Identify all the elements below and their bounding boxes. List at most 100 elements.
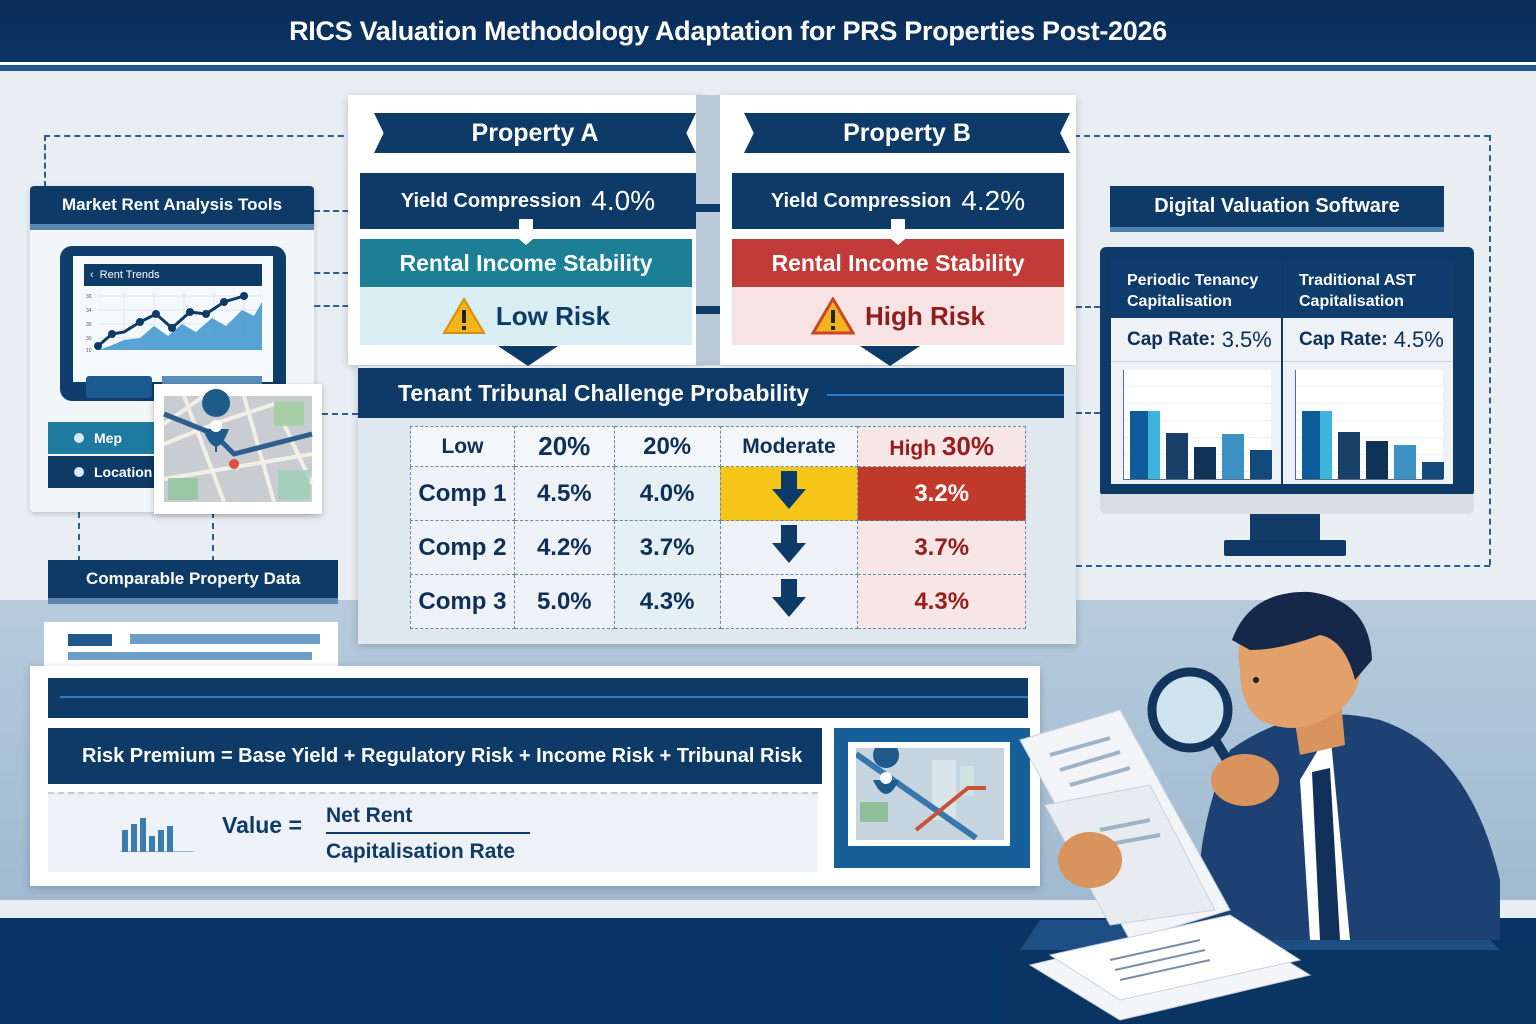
bar-chart bbox=[1295, 370, 1444, 480]
title-line: Capitalisation bbox=[1299, 293, 1404, 310]
cap-rate-label: Cap Rate: bbox=[1299, 328, 1388, 350]
cap-rate-value: 3.5% bbox=[1221, 326, 1272, 352]
bar-chart bbox=[1123, 370, 1272, 480]
bar bbox=[1422, 462, 1444, 479]
header-divider bbox=[0, 62, 1536, 65]
yield-value: 4.2% bbox=[961, 185, 1026, 216]
rent-trends-title: Rent Trends bbox=[99, 269, 160, 281]
table-cell: 4.2% bbox=[513, 520, 615, 575]
bar-chart-icon bbox=[120, 818, 194, 852]
yield-value: 4.0% bbox=[591, 185, 656, 216]
column-header: 20% bbox=[513, 426, 615, 467]
monitor-base bbox=[1224, 540, 1346, 556]
connector-line bbox=[286, 272, 358, 274]
card-connector-tick bbox=[696, 204, 720, 212]
risk-premium-formula: Risk Premium = Base Yield + Regulatory R… bbox=[48, 728, 822, 784]
digital-valuation-title: Digital Valuation Software bbox=[1110, 186, 1444, 232]
panel-title: Periodic Tenancy Capitalisation bbox=[1111, 258, 1281, 318]
property-b-risk: High Risk bbox=[732, 287, 1064, 345]
dot-icon bbox=[74, 467, 84, 477]
property-b-yield: Yield Compression 4.2% bbox=[732, 173, 1064, 229]
bar bbox=[1250, 450, 1272, 479]
bar bbox=[1194, 447, 1216, 479]
map-button[interactable]: Mep bbox=[48, 422, 168, 454]
table-row: Comp 2 4.2% 3.7% 3.7% bbox=[410, 520, 1026, 575]
svg-text:30: 30 bbox=[86, 322, 92, 328]
map-button-label: Mep bbox=[94, 430, 122, 446]
value-label: Value = bbox=[222, 812, 302, 838]
table-cell bbox=[719, 520, 859, 575]
cap-rate-value: 4.5% bbox=[1393, 326, 1444, 352]
row-label: Comp 1 bbox=[410, 466, 515, 521]
table-cell: 3.2% bbox=[857, 466, 1026, 521]
page-title: RICS Valuation Methodology Adaptation fo… bbox=[289, 15, 1167, 46]
row-label: Comp 3 bbox=[410, 574, 515, 629]
panel-body: Cap Rate: 4.5% bbox=[1283, 318, 1453, 484]
svg-text:30: 30 bbox=[86, 294, 92, 300]
bar bbox=[1222, 434, 1244, 479]
high-label: High bbox=[889, 437, 937, 460]
monitor-stand bbox=[1250, 514, 1320, 544]
column-header: Moderate bbox=[719, 426, 859, 467]
location-button[interactable]: Location bbox=[48, 456, 168, 488]
table-cell: 5.0% bbox=[513, 574, 615, 629]
table-row: Comp 1 4.5% 4.0% 3.2% bbox=[410, 466, 1026, 521]
column-header-high: High 30% bbox=[857, 426, 1026, 467]
table-cell: 4.5% bbox=[513, 466, 615, 521]
property-a-stability: Rental Income Stability bbox=[360, 239, 692, 287]
table-row: Comp 3 5.0% 4.3% 4.3% bbox=[410, 574, 1026, 629]
fraction-denominator: Capitalisation Rate bbox=[326, 840, 516, 863]
map-pin-icon bbox=[74, 433, 84, 443]
placeholder-bar bbox=[130, 634, 320, 644]
warning-icon bbox=[442, 297, 486, 335]
down-arrow-icon bbox=[771, 525, 806, 563]
tribunal-header: Tenant Tribunal Challenge Probability bbox=[358, 368, 1064, 418]
valuer-illustration bbox=[1000, 591, 1536, 1024]
connector-line bbox=[44, 135, 354, 137]
table-cell bbox=[719, 574, 859, 629]
formula-header-band bbox=[48, 678, 1028, 718]
header-divider bbox=[0, 65, 1536, 71]
connector-line bbox=[1076, 412, 1100, 414]
property-a-risk: Low Risk bbox=[360, 287, 692, 345]
monitor-bezel bbox=[1100, 494, 1474, 514]
connector-line bbox=[78, 512, 80, 562]
row-label: Comp 2 bbox=[410, 520, 515, 575]
page-header: RICS Valuation Methodology Adaptation fo… bbox=[0, 0, 1536, 62]
table-header-row: Low 20% 20% Moderate High 30% bbox=[410, 426, 1026, 467]
cap-rate-label: Cap Rate: bbox=[1127, 328, 1216, 350]
value-fraction: Net Rent Capitalisation Rate bbox=[326, 804, 530, 864]
bar bbox=[1302, 411, 1332, 479]
property-a-card: Property A Yield Compression 4.0% Rental… bbox=[348, 95, 704, 365]
map-chart-thumbnail-image bbox=[856, 748, 1004, 840]
map-card[interactable] bbox=[154, 384, 322, 514]
table-cell: 4.3% bbox=[613, 574, 721, 629]
table-cell: 4.3% bbox=[857, 574, 1026, 629]
risk-label: Low Risk bbox=[495, 300, 611, 331]
connector-line bbox=[314, 210, 358, 212]
svg-text:30: 30 bbox=[86, 336, 92, 342]
card-connector bbox=[696, 95, 720, 365]
panel-title: Traditional AST Capitalisation bbox=[1283, 258, 1453, 318]
property-a-title: Property A bbox=[374, 113, 696, 153]
tribunal-table: Low 20% 20% Moderate High 30% Comp 1 4.5… bbox=[410, 426, 1026, 629]
down-arrow-icon bbox=[720, 219, 1076, 245]
down-arrow-icon bbox=[860, 346, 920, 366]
table-cell: 3.7% bbox=[857, 520, 1026, 575]
connector-line bbox=[212, 512, 214, 562]
bar bbox=[1338, 432, 1360, 479]
header-accent-line bbox=[827, 394, 1064, 396]
traditional-ast-panel: Traditional AST Capitalisation Cap Rate:… bbox=[1283, 258, 1453, 484]
connector-line bbox=[44, 135, 46, 187]
chevron-left-icon[interactable]: ‹ bbox=[90, 269, 94, 281]
tablet-menu-button[interactable] bbox=[86, 376, 152, 398]
bar bbox=[1130, 411, 1160, 479]
tribunal-title: Tenant Tribunal Challenge Probability bbox=[398, 379, 810, 406]
panel-body: Cap Rate: 3.5% bbox=[1111, 318, 1281, 484]
rent-trends-header[interactable]: ‹ Rent Trends bbox=[84, 264, 262, 286]
connector-line bbox=[322, 413, 358, 415]
property-b-title: Property B bbox=[744, 113, 1070, 153]
title-line: Capitalisation bbox=[1127, 293, 1232, 310]
cap-rate: Cap Rate: 3.5% bbox=[1111, 318, 1281, 362]
yield-label: Yield Compression bbox=[770, 189, 952, 212]
